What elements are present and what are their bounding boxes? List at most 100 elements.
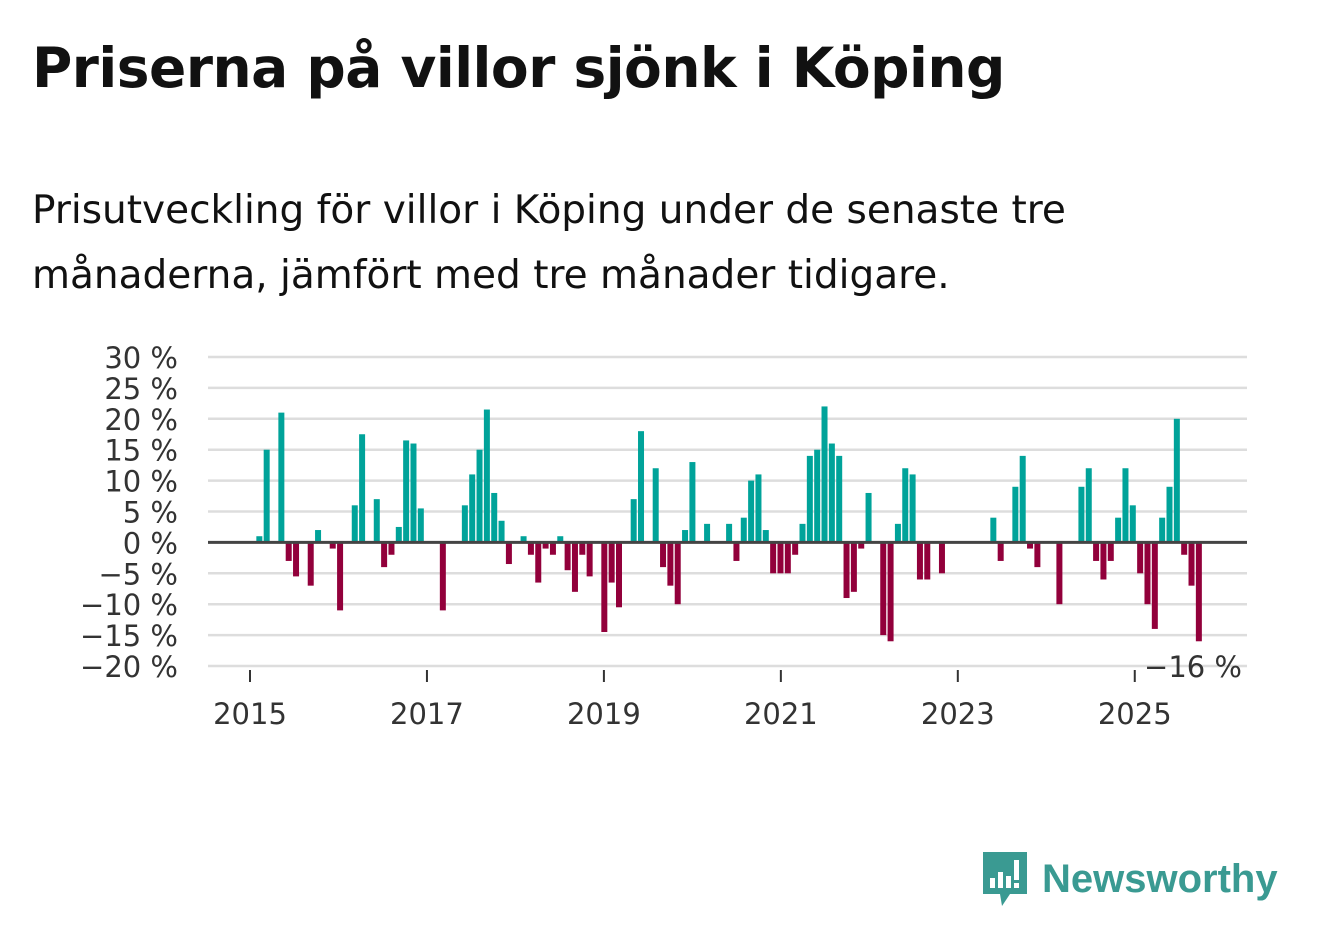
- bar: [359, 434, 366, 543]
- bar: [1093, 542, 1100, 561]
- y-tick-label: −20 %: [80, 650, 178, 684]
- x-tick-label: 2023: [921, 697, 995, 731]
- bar: [1137, 542, 1144, 574]
- bar: [902, 468, 909, 543]
- bar: [748, 480, 755, 543]
- bar: [315, 530, 322, 543]
- bar: [395, 526, 402, 543]
- bar: [505, 542, 512, 565]
- y-tick-label: 25 %: [104, 372, 178, 406]
- bar: [806, 455, 813, 543]
- y-tick-label: 0 %: [123, 526, 178, 560]
- bar: [740, 517, 747, 543]
- bar: [1078, 486, 1085, 543]
- bar: [403, 440, 410, 543]
- bar: [469, 474, 476, 543]
- bar: [630, 499, 637, 543]
- bar: [726, 523, 733, 543]
- bar: [579, 542, 586, 555]
- bar: [821, 406, 828, 543]
- bar: [843, 542, 850, 599]
- y-tick-label: 20 %: [104, 403, 178, 437]
- bar: [498, 520, 505, 543]
- bar: [836, 455, 843, 543]
- x-tick-label: 2019: [567, 697, 641, 731]
- bar: [674, 542, 681, 605]
- bar: [410, 443, 417, 543]
- bar: [1188, 542, 1195, 586]
- bar: [638, 431, 645, 543]
- y-tick-label: −5 %: [98, 557, 178, 591]
- bar: [1100, 542, 1107, 580]
- bar: [417, 508, 424, 543]
- bar: [616, 542, 622, 608]
- bar: [256, 536, 263, 543]
- y-tick-label: −10 %: [80, 588, 178, 622]
- last-value-annotation: −16 %: [1144, 650, 1242, 684]
- bar: [990, 517, 997, 543]
- bar: [1166, 486, 1173, 543]
- bar: [880, 542, 887, 636]
- chart-subtitle: Prisutveckling för villor i Köping under…: [32, 188, 1066, 298]
- bar: [850, 542, 857, 592]
- bar: [278, 412, 285, 543]
- bar: [894, 523, 901, 543]
- bar: [689, 462, 696, 543]
- bar: [924, 542, 931, 580]
- bar: [755, 474, 762, 543]
- bar: [887, 542, 894, 642]
- bar: [381, 542, 388, 568]
- x-tick-label: 2025: [1098, 697, 1172, 731]
- bar: [549, 542, 556, 555]
- bar: [476, 449, 483, 543]
- bar: [1195, 542, 1202, 642]
- bar: [762, 530, 769, 543]
- bar: [660, 542, 667, 568]
- bar: [1085, 468, 1092, 543]
- x-tick-label: 2017: [390, 697, 464, 731]
- bar: [997, 542, 1004, 561]
- bar: [1027, 542, 1034, 549]
- bar: [293, 542, 300, 577]
- chart-title: Priserna på villor sjönk i Köping: [32, 36, 1005, 100]
- bar: [1107, 542, 1114, 561]
- bar: [784, 542, 791, 574]
- bar: [1056, 542, 1063, 605]
- bar: [520, 536, 527, 543]
- bar: [285, 542, 292, 561]
- bar: [608, 542, 615, 583]
- bar: [1151, 542, 1158, 629]
- bar: [704, 523, 711, 543]
- bar: [667, 542, 674, 586]
- bar: [858, 542, 865, 549]
- logo-text: Newsworthy: [1042, 856, 1278, 901]
- bar: [909, 474, 916, 543]
- bar: [682, 530, 689, 543]
- bar: [1173, 418, 1180, 543]
- bar: [439, 542, 446, 611]
- bar: [1012, 486, 1019, 543]
- bar: [461, 505, 468, 543]
- x-tick-label: 2015: [213, 697, 287, 731]
- bar: [307, 542, 314, 586]
- y-tick-label: 10 %: [104, 465, 178, 499]
- bar: [557, 536, 564, 543]
- bar: [373, 499, 380, 543]
- bar: [652, 468, 659, 543]
- bar: [828, 443, 835, 543]
- bar: [799, 523, 806, 543]
- bar: [865, 492, 872, 543]
- bar: [1144, 542, 1151, 605]
- bar: [777, 542, 784, 574]
- bar: [1019, 455, 1026, 543]
- bar: [814, 449, 821, 543]
- bar: [792, 542, 799, 555]
- bar: [491, 492, 498, 543]
- bar: [770, 542, 777, 574]
- bar: [733, 542, 740, 561]
- bar: [1159, 517, 1166, 543]
- y-tick-label: 15 %: [104, 434, 178, 468]
- newsworthy-logo-icon: [983, 852, 1027, 906]
- bar: [1181, 542, 1188, 555]
